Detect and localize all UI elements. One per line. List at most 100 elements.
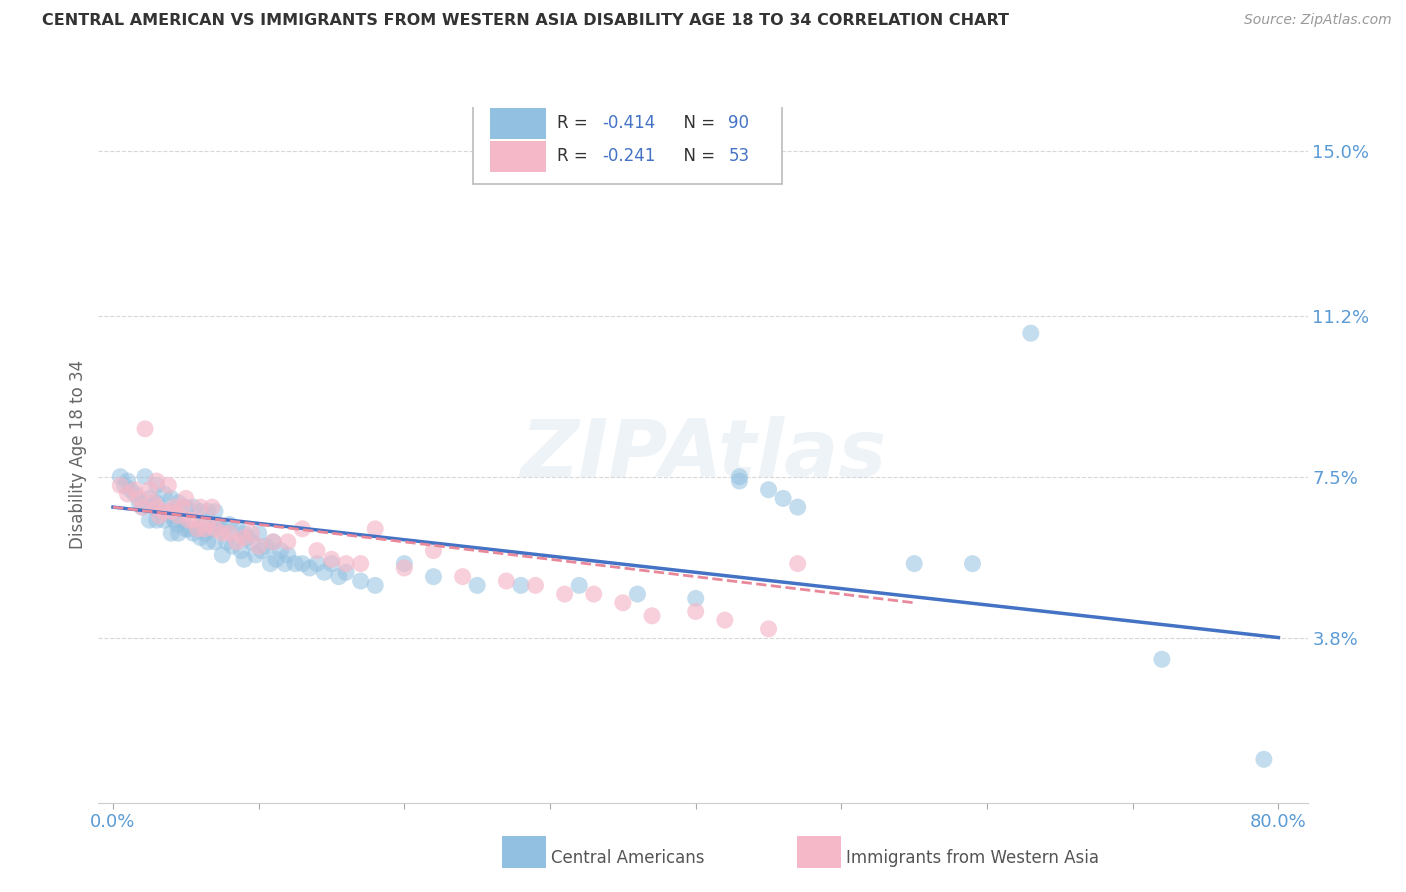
Point	[291, 522, 314, 536]
Point	[215, 535, 238, 549]
Point	[138, 491, 160, 506]
Text: Source: ZipAtlas.com: Source: ZipAtlas.com	[1244, 13, 1392, 28]
Point	[166, 517, 188, 532]
Point	[270, 543, 292, 558]
Point	[221, 539, 243, 553]
Point	[582, 587, 605, 601]
Point	[495, 574, 517, 588]
Point	[394, 561, 416, 575]
Point	[167, 508, 190, 523]
Point	[163, 513, 186, 527]
Point	[120, 483, 142, 497]
Point	[231, 543, 253, 558]
Point	[554, 587, 576, 601]
Text: -0.241: -0.241	[603, 147, 657, 165]
Point	[128, 491, 150, 506]
Point	[264, 552, 287, 566]
Point	[247, 526, 270, 541]
Point	[211, 548, 233, 562]
Point	[174, 491, 197, 506]
Point	[233, 526, 256, 541]
Point	[328, 570, 350, 584]
Point	[157, 504, 180, 518]
Point	[786, 557, 808, 571]
Point	[422, 543, 444, 558]
Point	[204, 504, 226, 518]
Text: CENTRAL AMERICAN VS IMMIGRANTS FROM WESTERN ASIA DISABILITY AGE 18 TO 34 CORRELA: CENTRAL AMERICAN VS IMMIGRANTS FROM WEST…	[42, 13, 1010, 29]
Point	[174, 500, 197, 514]
Point	[211, 526, 233, 541]
Point	[612, 596, 634, 610]
Point	[153, 487, 176, 501]
Point	[167, 526, 190, 541]
Point	[172, 500, 194, 514]
Point	[321, 557, 343, 571]
Point	[172, 513, 194, 527]
Point	[321, 552, 343, 566]
Point	[110, 469, 132, 483]
Point	[186, 522, 208, 536]
Text: 90: 90	[728, 114, 749, 133]
Point	[225, 535, 247, 549]
Point	[110, 478, 132, 492]
Point	[245, 548, 267, 562]
Point	[335, 566, 357, 580]
Point	[465, 578, 488, 592]
Point	[194, 522, 217, 536]
Point	[160, 526, 183, 541]
Point	[142, 496, 165, 510]
Point	[153, 513, 176, 527]
Text: N =: N =	[673, 114, 720, 133]
Point	[138, 483, 160, 497]
Point	[218, 526, 240, 541]
Point	[277, 548, 299, 562]
Point	[117, 487, 139, 501]
Point	[131, 500, 153, 514]
Point	[124, 487, 146, 501]
Point	[145, 496, 167, 510]
Point	[728, 474, 751, 488]
Point	[233, 531, 256, 545]
Point	[714, 613, 737, 627]
Point	[181, 526, 204, 541]
Point	[262, 535, 284, 549]
Point	[772, 491, 794, 506]
Point	[509, 578, 531, 592]
Point	[314, 566, 336, 580]
Point	[962, 557, 984, 571]
Point	[163, 500, 186, 514]
Point	[626, 587, 648, 601]
Point	[236, 531, 259, 545]
Point	[160, 504, 183, 518]
Point	[149, 508, 172, 523]
Point	[211, 522, 233, 536]
Point	[190, 500, 212, 514]
Point	[117, 474, 139, 488]
Point	[194, 526, 217, 541]
Point	[204, 535, 226, 549]
Point	[1150, 652, 1173, 666]
Point	[145, 500, 167, 514]
Point	[218, 517, 240, 532]
Text: ZIPAtlas: ZIPAtlas	[520, 416, 886, 494]
Point	[131, 500, 153, 514]
Text: -0.414: -0.414	[603, 114, 655, 133]
Text: N =: N =	[673, 147, 720, 165]
Text: 53: 53	[728, 147, 749, 165]
Point	[350, 557, 373, 571]
Point	[201, 500, 224, 514]
Point	[298, 561, 321, 575]
Point	[250, 543, 273, 558]
Point	[174, 522, 197, 536]
Point	[451, 570, 474, 584]
FancyBboxPatch shape	[474, 96, 782, 184]
Point	[364, 522, 387, 536]
Point	[350, 574, 373, 588]
Point	[240, 526, 263, 541]
Point	[758, 622, 780, 636]
Point	[335, 557, 357, 571]
Point	[114, 478, 136, 492]
Point	[190, 504, 212, 518]
Point	[277, 535, 299, 549]
FancyBboxPatch shape	[491, 141, 546, 172]
